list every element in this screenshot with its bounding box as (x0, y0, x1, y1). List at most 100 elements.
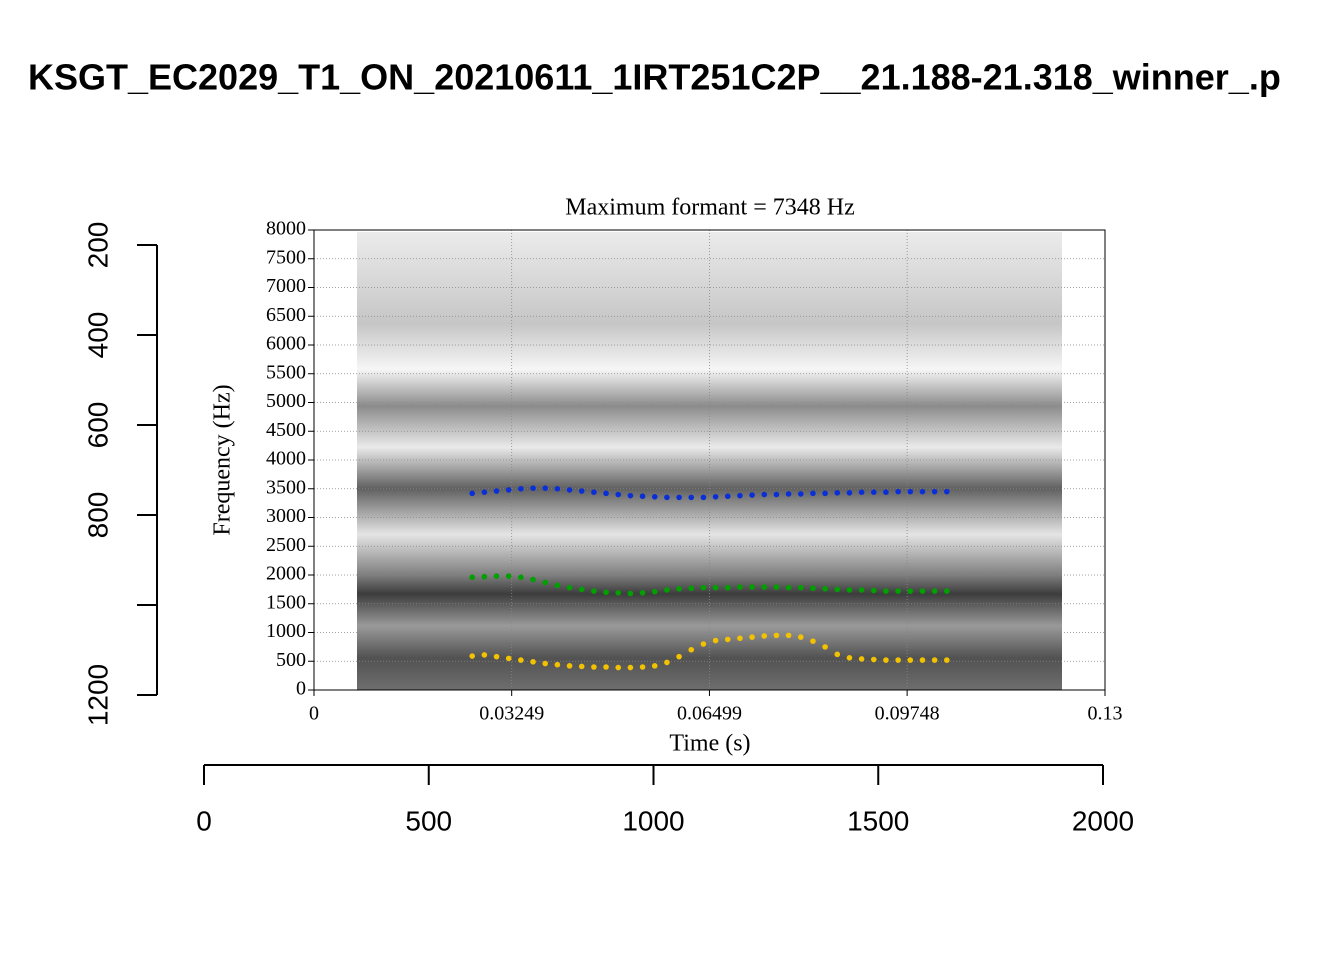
formant-point (530, 485, 536, 491)
formant-point (554, 485, 561, 492)
formant-point (944, 657, 950, 663)
formant-point (870, 656, 877, 663)
formant-point (603, 490, 609, 497)
formant-point (530, 576, 536, 583)
formant-point (591, 664, 597, 670)
y-tick-label: 5000 (266, 390, 306, 412)
formant-point (518, 485, 524, 492)
formant-point (700, 494, 707, 501)
x-tick-label: 0.06499 (677, 703, 742, 725)
formant-point (664, 587, 670, 593)
formant-point (919, 657, 926, 663)
plot-frame (313, 229, 1106, 691)
formant-point (749, 492, 755, 498)
y-tick-label: 5500 (266, 361, 306, 383)
formant-point (578, 663, 585, 670)
formant-point (761, 584, 768, 590)
formant-point (505, 655, 512, 662)
formant-point (639, 590, 646, 596)
formant-point (566, 663, 573, 669)
y-tick-label: 400 (82, 312, 113, 359)
formant-point (870, 587, 877, 594)
formant-point (578, 586, 585, 593)
formant-point (651, 663, 658, 669)
formant-point (518, 574, 524, 581)
formant-point (542, 579, 549, 586)
formant-point (895, 657, 901, 663)
formant-point (883, 657, 889, 663)
formant-point (481, 652, 488, 658)
formant-point (883, 588, 889, 594)
x-tick-label: 0 (196, 805, 212, 836)
formant-point (858, 587, 865, 593)
formant-point (797, 634, 804, 640)
formant-point (676, 586, 682, 592)
formant-point (591, 489, 597, 496)
x-tick-label: 2000 (1072, 805, 1134, 836)
formant-point (834, 586, 841, 593)
formant-point (554, 582, 561, 589)
formant-point (676, 494, 682, 501)
formant-point (724, 493, 731, 500)
formant-point (505, 573, 512, 579)
formant-point (883, 489, 889, 496)
y-tick-label: 6000 (266, 333, 306, 355)
formant-point (907, 657, 914, 663)
y-tick-label: 4500 (266, 419, 306, 441)
formant-point (566, 584, 573, 591)
formant-point (700, 584, 707, 591)
formant-point (554, 661, 561, 668)
formant-point (615, 491, 622, 498)
formant-point (785, 491, 792, 497)
formant-point (822, 586, 828, 592)
y-tick-label: 500 (276, 649, 306, 671)
formant-point (493, 653, 500, 660)
formant-point (578, 488, 585, 494)
x-tick-label: 0.13 (1088, 703, 1123, 725)
formant-point (651, 588, 658, 595)
chart-title: KSGT_EC2029_T1_ON_20210611_1IRT251C2P__2… (28, 57, 1281, 98)
formant-point (822, 644, 828, 650)
y-tick-label: 200 (82, 222, 113, 269)
formant-point (676, 653, 682, 660)
formant-point (651, 494, 658, 500)
formant-point (591, 588, 597, 594)
y-tick-label: 0 (296, 678, 306, 700)
y-tick-label: 1200 (82, 664, 113, 726)
formant-point (688, 585, 695, 592)
formant-point (749, 584, 755, 590)
formant-point (530, 659, 536, 665)
formant-point (944, 588, 950, 594)
formant-point (761, 491, 768, 498)
formant-point (469, 574, 476, 581)
formant-point (797, 584, 804, 591)
formant-point (834, 651, 841, 658)
y-tick-label: 2000 (266, 563, 306, 585)
formant-point (627, 492, 634, 499)
formant-point (603, 589, 609, 596)
x-axis-label: Time (s) (669, 731, 750, 757)
formant-point (493, 488, 500, 494)
formant-point (566, 487, 573, 493)
formant-point (469, 653, 476, 659)
formant-point (627, 590, 634, 597)
y-tick-label: 800 (82, 492, 113, 539)
formant-point (639, 493, 646, 500)
formant-point (907, 588, 914, 594)
formant-point (773, 491, 780, 498)
formant-point (469, 490, 476, 497)
formant-point (542, 660, 549, 667)
formant-point (834, 489, 841, 496)
formant-point (481, 573, 488, 580)
formant-point (712, 584, 719, 591)
formant-point (895, 488, 901, 495)
y-tick-label: 7500 (266, 246, 306, 268)
formant-point (858, 489, 865, 496)
y-tick-label: 2500 (266, 534, 306, 556)
formant-point (931, 488, 938, 495)
formant-point (895, 588, 901, 594)
formant-point (773, 584, 780, 590)
formant-point (810, 585, 816, 592)
formant-point (518, 657, 524, 663)
